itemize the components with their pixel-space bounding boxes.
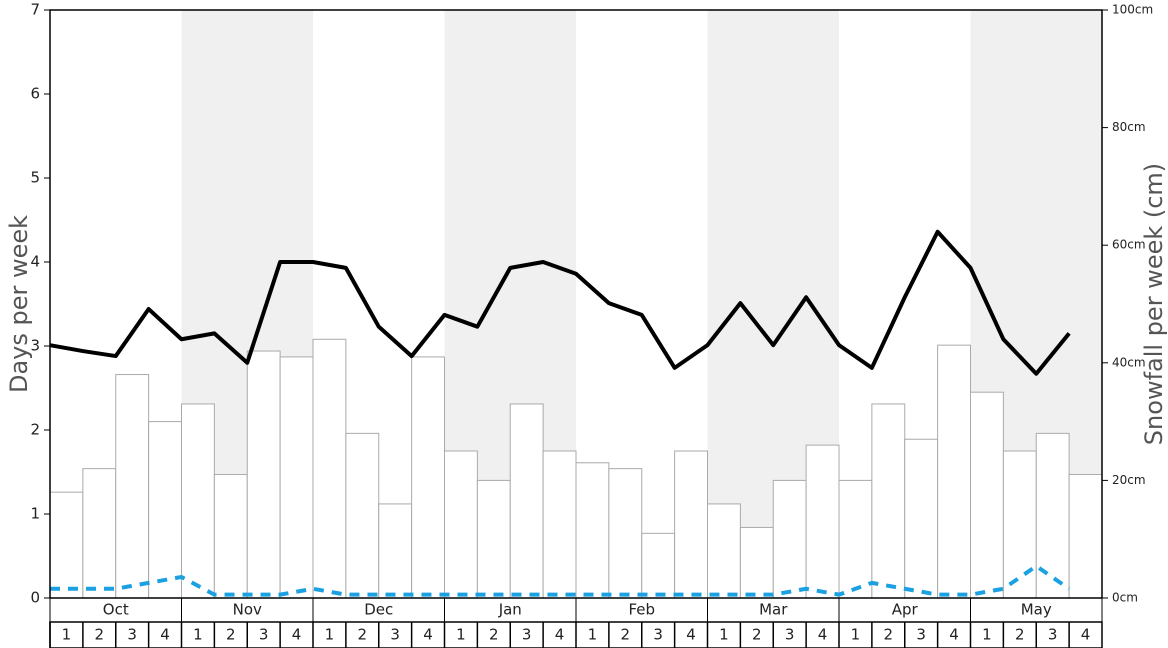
month-label: Nov xyxy=(233,601,262,619)
x-tick-label: 3 xyxy=(127,626,137,644)
x-tick-label: 4 xyxy=(423,626,433,644)
x-tick-label: 2 xyxy=(95,626,105,644)
x-tick-label: 1 xyxy=(325,626,335,644)
bar xyxy=(181,403,215,599)
bar xyxy=(411,356,445,599)
bar xyxy=(378,503,413,599)
bar xyxy=(246,350,281,599)
x-tick-label: 1 xyxy=(588,626,598,644)
bar xyxy=(739,526,774,599)
y-tick-label: 3 xyxy=(30,337,40,355)
line xyxy=(49,229,1071,376)
bar xyxy=(49,491,84,599)
x-tick-label: 1 xyxy=(456,626,466,644)
x-tick-label: 1 xyxy=(982,626,992,644)
x-tick-label: 4 xyxy=(949,626,959,644)
month-label: Apr xyxy=(892,601,919,619)
bar xyxy=(1002,450,1037,599)
x-tick-label: 2 xyxy=(226,626,236,644)
bar xyxy=(575,462,610,599)
x-tick-label: 4 xyxy=(292,626,302,644)
bar xyxy=(82,468,117,599)
bar xyxy=(1068,474,1103,599)
y-tick-label: 6 xyxy=(30,85,40,103)
y2-tick-label: 40cm xyxy=(1112,355,1146,369)
x-tick-label: 2 xyxy=(1015,626,1025,644)
x-tick-label: 3 xyxy=(390,626,400,644)
bar xyxy=(115,374,150,599)
bar xyxy=(279,356,314,599)
bar xyxy=(904,438,939,599)
month-label: Dec xyxy=(364,601,393,619)
y-tick-label: 4 xyxy=(30,253,40,271)
x-tick-label: 1 xyxy=(851,626,861,644)
x-tick-label: 2 xyxy=(489,626,499,644)
x-tick-label: 2 xyxy=(884,626,894,644)
x-tick-label: 2 xyxy=(358,626,368,644)
y-tick-label: 0 xyxy=(30,589,40,607)
bar xyxy=(444,450,478,599)
x-tick-label: 1 xyxy=(62,626,72,644)
bar xyxy=(641,532,676,599)
y-tick-label: 1 xyxy=(30,505,40,523)
y-axis-title: Days per week xyxy=(5,215,33,393)
x-tick-label: 2 xyxy=(621,626,631,644)
y2-tick-label: 60cm xyxy=(1112,238,1146,252)
bar xyxy=(970,391,1004,599)
bar xyxy=(542,450,577,599)
x-tick-label: 4 xyxy=(818,626,828,644)
y2-tick-label: 0cm xyxy=(1112,591,1138,605)
bar xyxy=(838,479,873,599)
x-tick-label: 4 xyxy=(555,626,565,644)
bar xyxy=(937,344,971,599)
bar xyxy=(772,479,807,599)
bar xyxy=(608,468,643,599)
x-tick-label: 4 xyxy=(160,626,170,644)
bar xyxy=(312,338,347,599)
bar xyxy=(476,479,511,599)
y2-tick-label: 100cm xyxy=(1112,3,1153,17)
month-label: Mar xyxy=(759,601,788,619)
x-tick-label: 3 xyxy=(522,626,532,644)
x-tick-label: 3 xyxy=(259,626,269,644)
x-tick-label: 4 xyxy=(1081,626,1091,644)
x-tick-label: 4 xyxy=(686,626,696,644)
bar xyxy=(674,450,708,599)
y2-axis-title: Snowfall per week (cm) xyxy=(1140,163,1168,445)
month-label: Feb xyxy=(628,601,655,619)
month-label: Jan xyxy=(498,601,522,619)
x-tick-label: 3 xyxy=(785,626,795,644)
bar xyxy=(871,403,906,599)
bar xyxy=(509,403,544,599)
x-tick-label: 3 xyxy=(653,626,663,644)
bar xyxy=(345,432,380,599)
y2-tick-label: 20cm xyxy=(1112,473,1146,487)
bar xyxy=(1035,432,1070,599)
x-tick-label: 3 xyxy=(1048,626,1058,644)
bar xyxy=(805,444,840,599)
y-tick-label: 5 xyxy=(30,169,40,187)
x-tick-label: 2 xyxy=(752,626,762,644)
bar xyxy=(148,421,182,599)
month-label: Oct xyxy=(103,601,129,619)
x-tick-label: 3 xyxy=(916,626,926,644)
y2-tick-label: 80cm xyxy=(1112,120,1146,134)
y-tick-label: 7 xyxy=(30,1,40,19)
bar xyxy=(707,503,741,599)
month-label: May xyxy=(1021,601,1052,619)
x-tick-label: 1 xyxy=(193,626,203,644)
x-tick-label: 1 xyxy=(719,626,729,644)
y-tick-label: 2 xyxy=(30,421,40,439)
bar xyxy=(213,474,248,599)
